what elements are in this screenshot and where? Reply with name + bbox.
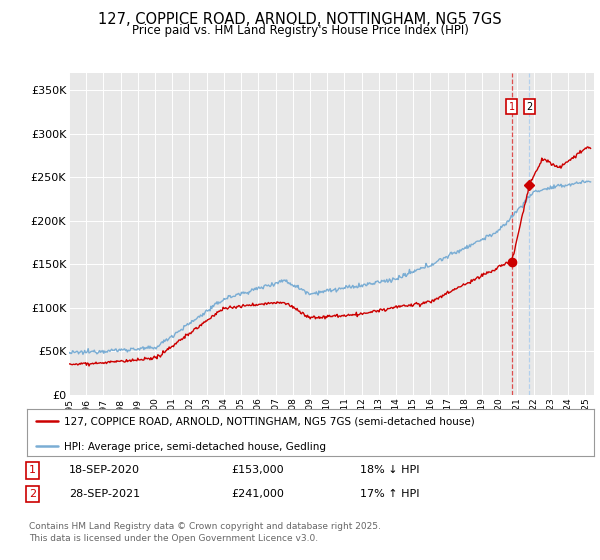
Text: 18-SEP-2020: 18-SEP-2020 xyxy=(69,465,140,475)
Text: 1: 1 xyxy=(509,101,515,111)
Text: 127, COPPICE ROAD, ARNOLD, NOTTINGHAM, NG5 7GS: 127, COPPICE ROAD, ARNOLD, NOTTINGHAM, N… xyxy=(98,12,502,27)
Text: HPI: Average price, semi-detached house, Gedling: HPI: Average price, semi-detached house,… xyxy=(64,442,326,452)
Text: 1: 1 xyxy=(29,465,36,475)
Text: 18% ↓ HPI: 18% ↓ HPI xyxy=(360,465,419,475)
Text: £153,000: £153,000 xyxy=(231,465,284,475)
Text: 28-SEP-2021: 28-SEP-2021 xyxy=(69,489,140,499)
Text: 17% ↑ HPI: 17% ↑ HPI xyxy=(360,489,419,499)
Text: 2: 2 xyxy=(526,101,533,111)
Text: 2: 2 xyxy=(29,489,36,499)
Text: Price paid vs. HM Land Registry's House Price Index (HPI): Price paid vs. HM Land Registry's House … xyxy=(131,24,469,37)
Text: £241,000: £241,000 xyxy=(231,489,284,499)
Text: 127, COPPICE ROAD, ARNOLD, NOTTINGHAM, NG5 7GS (semi-detached house): 127, COPPICE ROAD, ARNOLD, NOTTINGHAM, N… xyxy=(64,417,475,427)
Text: Contains HM Land Registry data © Crown copyright and database right 2025.
This d: Contains HM Land Registry data © Crown c… xyxy=(29,522,380,543)
